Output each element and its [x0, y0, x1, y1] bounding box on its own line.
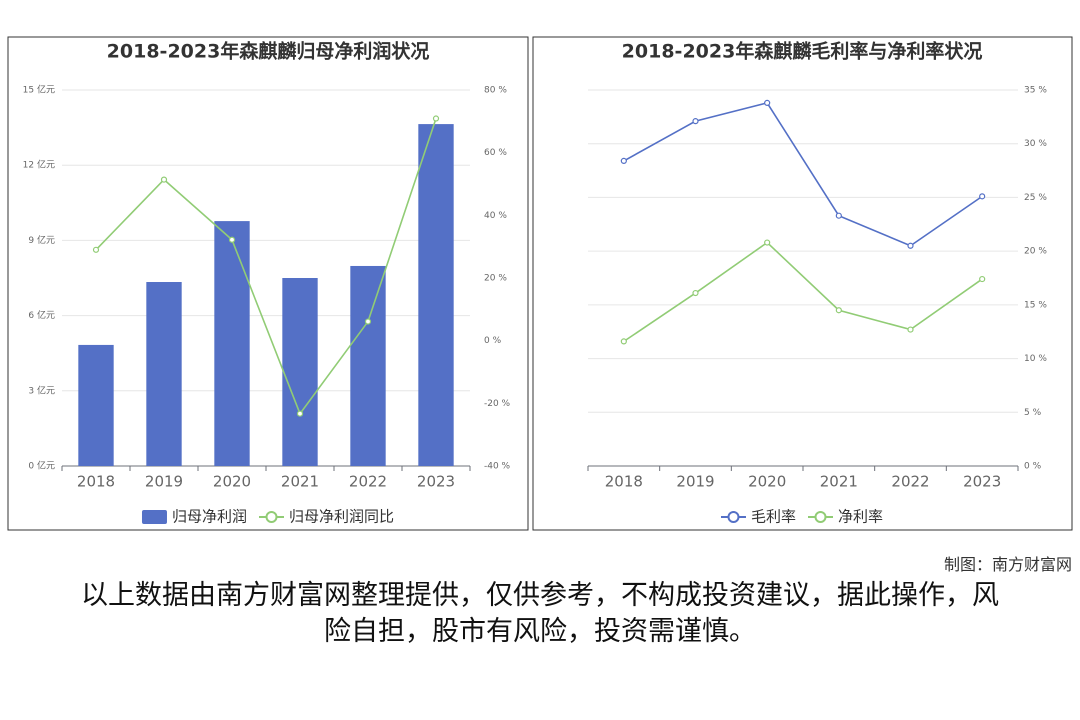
x-tick-label: 2019	[676, 473, 714, 491]
legend-swatch	[141, 510, 167, 524]
y-tick-label: 30 %	[1024, 139, 1047, 149]
point	[835, 212, 842, 219]
chart-title: 2018-2023年森麒麟毛利率与净利率状况	[622, 40, 983, 63]
x-tick-label: 2022	[891, 473, 929, 491]
legend-label: 归母净利润	[172, 508, 247, 526]
point	[764, 239, 771, 246]
charts: 2018-2023年森麒麟归母净利润状况 0 亿元 3 亿元 6 亿元 9 亿元 12 亿…	[7, 36, 1073, 531]
y-tick-label: 3 亿元	[28, 384, 55, 396]
legend-label: 归母净利润同比	[289, 508, 394, 526]
x-tick-label: 2018	[77, 473, 115, 491]
bar	[282, 278, 318, 466]
y-tick-label: 5 %	[1024, 408, 1042, 418]
y-tick-label: 0 亿元	[28, 460, 55, 472]
bar	[418, 124, 454, 466]
y2-tick-label: 0 %	[484, 336, 502, 346]
y-tick-label: 15 %	[1024, 300, 1047, 310]
y2-tick-label: -40 %	[484, 462, 511, 472]
legend-label: 毛利率	[751, 508, 796, 526]
point	[979, 193, 986, 200]
y-tick-label: 10 %	[1024, 354, 1047, 364]
point	[432, 115, 440, 122]
y-tick-label: 6 亿元	[28, 309, 55, 321]
point	[92, 246, 100, 253]
x-tick-label: 2018	[605, 473, 643, 491]
x-tick-label: 2022	[349, 473, 387, 491]
y2-tick-label: 20 %	[484, 274, 507, 284]
line	[623, 101, 983, 247]
panel	[7, 36, 529, 531]
y-tick-label: 12 亿元	[23, 159, 55, 171]
x-tick-label: 2019	[145, 473, 183, 491]
legend-swatch	[727, 511, 740, 523]
y-tick-label: 0 %	[1024, 462, 1042, 472]
point	[620, 338, 627, 345]
point	[764, 99, 771, 106]
y-tick-label: 20 %	[1024, 247, 1047, 257]
legend-label: 净利率	[838, 508, 883, 526]
panel	[532, 36, 1073, 531]
x-tick-label: 2023	[963, 473, 1001, 491]
point	[620, 157, 627, 165]
y-tick-label: 25 %	[1024, 193, 1047, 203]
y2-tick-label: 40 %	[484, 211, 507, 221]
point	[692, 118, 699, 125]
y2-tick-label: 60 %	[484, 148, 507, 158]
x-tick-label: 2020	[748, 473, 786, 491]
point	[979, 275, 986, 283]
x-tick-label: 2023	[417, 473, 455, 491]
bar	[146, 282, 182, 466]
chart-title: 2018-2023年森麒麟归母净利润状况	[107, 40, 430, 63]
line	[95, 118, 437, 416]
legend-swatch	[265, 511, 278, 523]
point	[296, 410, 304, 417]
point	[364, 318, 372, 325]
bar	[214, 221, 250, 466]
bar	[350, 265, 386, 466]
point	[692, 289, 699, 297]
y2-tick-label: 80 %	[484, 86, 507, 96]
disclaimer: 以上数据由南方财富网整理提供，仅供参考，不构成投资建议，据此操作，风险自担，股市…	[81, 580, 999, 647]
legend-swatch	[814, 511, 827, 523]
point	[907, 242, 914, 249]
point	[228, 236, 236, 243]
point	[835, 307, 842, 314]
x-tick-label: 2021	[281, 473, 319, 491]
x-tick-label: 2021	[820, 473, 858, 491]
line	[623, 241, 983, 343]
x-tick-label: 2020	[213, 473, 251, 491]
bar	[78, 344, 114, 466]
y-tick-label: 15 亿元	[23, 84, 55, 96]
point	[907, 326, 914, 333]
y-tick-label: 35 %	[1024, 86, 1047, 96]
point	[160, 176, 168, 183]
credit: 制图：南方财富网	[943, 555, 1072, 574]
y2-tick-label: -20 %	[484, 399, 511, 409]
y-tick-label: 9 亿元	[28, 234, 55, 246]
